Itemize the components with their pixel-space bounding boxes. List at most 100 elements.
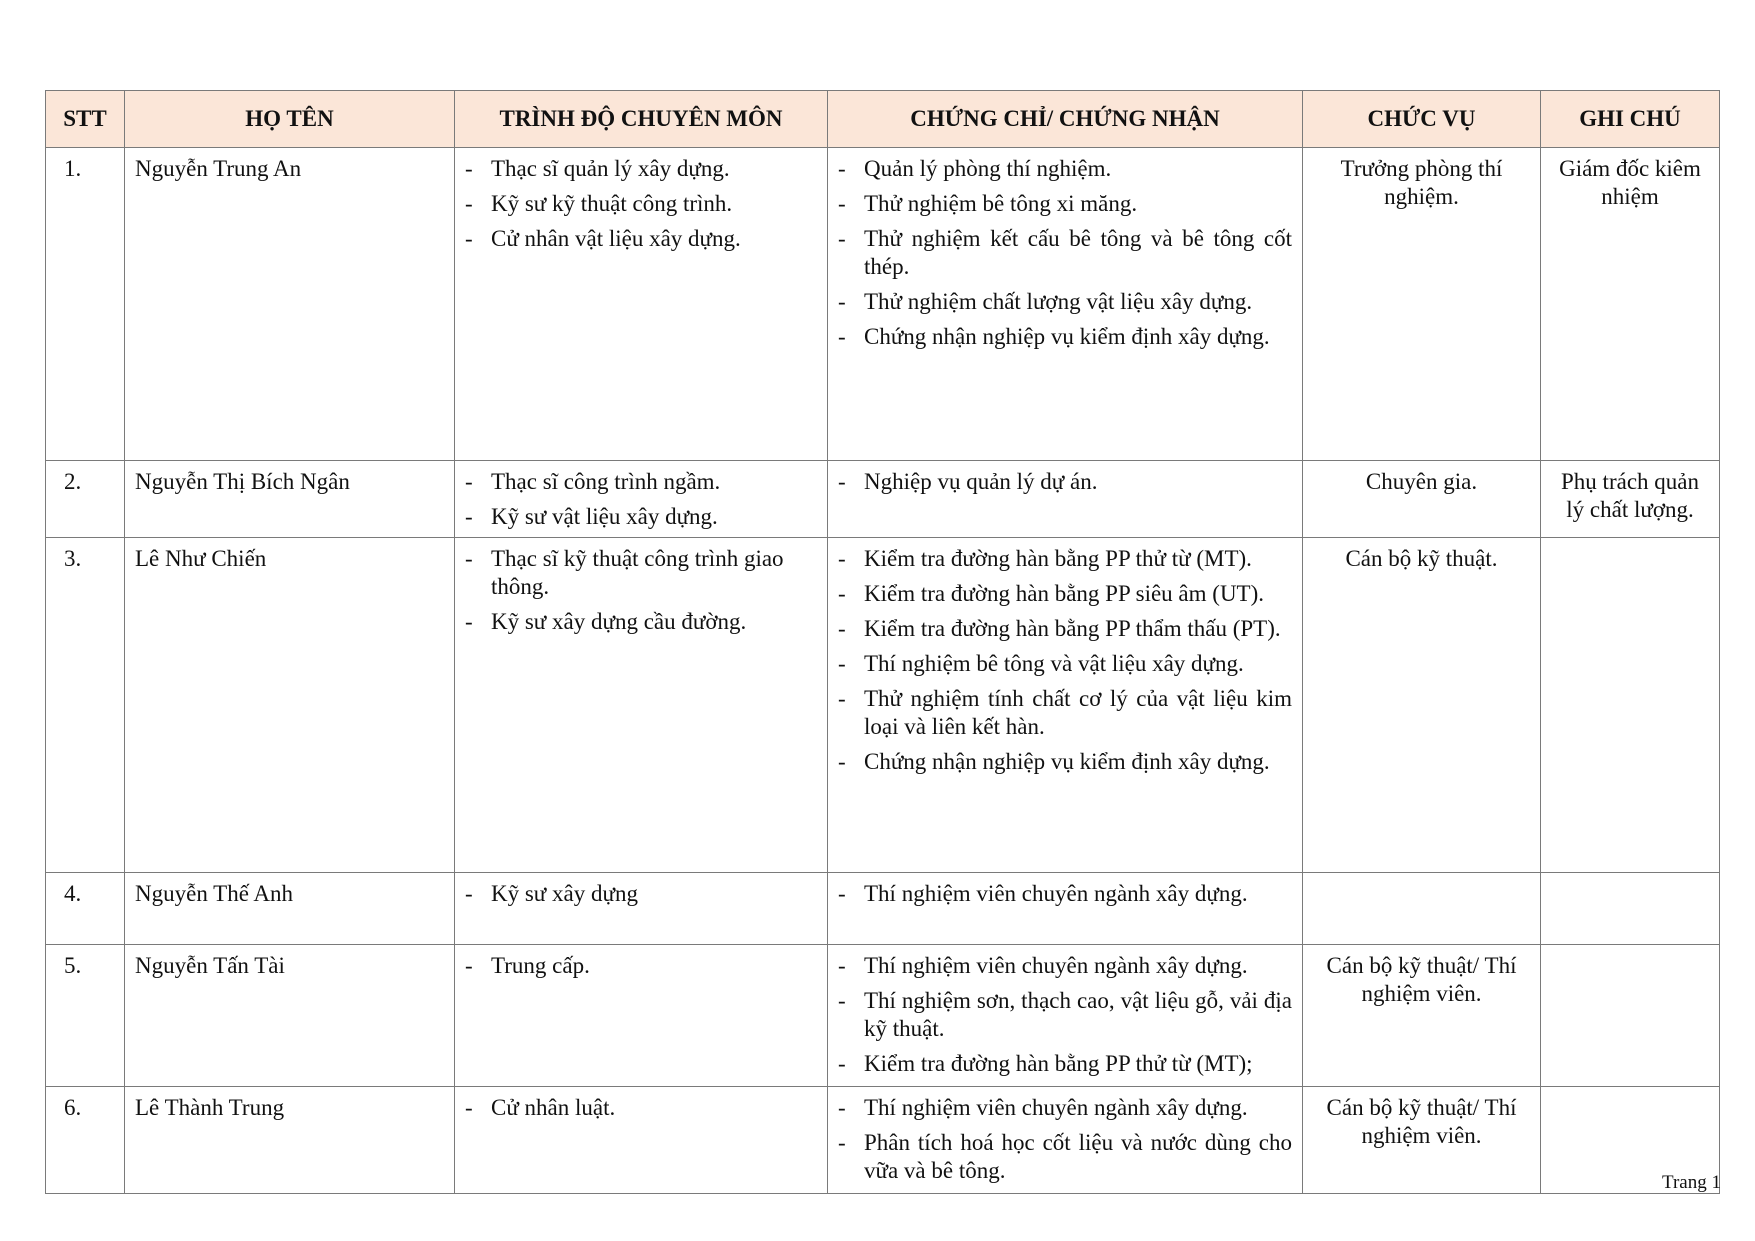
list-item-text: Trung cấp. — [491, 953, 590, 978]
certificates-cell: - Nghiệp vụ quản lý dự án. — [827, 460, 1303, 538]
list-item: - Thạc sĩ quản lý xây dựng. — [465, 155, 817, 183]
bullet-dash-icon: - — [465, 1095, 473, 1120]
cell-text: Lê Thành Trung — [135, 1095, 285, 1120]
bullet-dash-icon: - — [465, 609, 473, 634]
qualifications-cell: - Kỹ sư xây dựng — [454, 872, 828, 945]
cell-text: 5. — [64, 953, 82, 978]
list-item-text: Thử nghiệm kết cấu bê tông và bê tông cố… — [864, 226, 1292, 279]
list-item: - Chứng nhận nghiệp vụ kiểm định xây dựng… — [838, 323, 1292, 351]
qualifications-list: - Kỹ sư xây dựng — [465, 880, 817, 908]
list-item: - Trung cấp. — [465, 952, 817, 980]
name-cell: Nguyễn Tấn Tài — [124, 944, 455, 1087]
name-cell: Nguyễn Trung An — [124, 147, 455, 461]
stt-cell: 4. — [45, 872, 125, 945]
certificates-cell: - Thí nghiệm viên chuyên ngành xây dựng. — [827, 872, 1303, 945]
list-item-text: Thí nghiệm viên chuyên ngành xây dựng. — [864, 953, 1248, 978]
certificates-cell: - Quản lý phòng thí nghiệm. - Thử nghiệm bê… — [827, 147, 1303, 461]
bullet-dash-icon: - — [465, 504, 473, 529]
list-item-text: Kỹ sư xây dựng cầu đường. — [491, 609, 747, 634]
note-cell: Phụ trách quản lý chất lượng. — [1540, 460, 1720, 538]
list-item-text: Kỹ sư xây dựng — [491, 881, 638, 906]
bullet-dash-icon: - — [838, 749, 846, 774]
stt-cell: 6. — [45, 1086, 125, 1194]
bullet-dash-icon: - — [838, 1095, 846, 1120]
bullet-dash-icon: - — [838, 581, 846, 606]
note-cell — [1540, 944, 1720, 1087]
bullet-dash-icon: - — [838, 616, 846, 641]
cell-text: 6. — [64, 1095, 82, 1120]
certificates-cell: - Kiểm tra đường hàn bằng PP thử từ (MT).… — [827, 537, 1303, 873]
qualifications-cell: - Thạc sĩ kỹ thuật công trình giao thông.… — [454, 537, 828, 873]
name-cell: Nguyễn Thị Bích Ngân — [124, 460, 455, 538]
cell-text: Chuyên gia. — [1365, 469, 1478, 494]
header-qualifications: TRÌNH ĐỘ CHUYÊN MÔN — [454, 90, 828, 148]
cell-text: Cán bộ kỹ thuật/ Thí nghiệm viên. — [1326, 953, 1517, 1006]
cell-text: Nguyễn Trung An — [135, 156, 302, 181]
cell-text: Cán bộ kỹ thuật/ Thí nghiệm viên. — [1326, 1095, 1517, 1148]
cell-text: Trưởng phòng thí nghiệm. — [1340, 156, 1503, 209]
note-cell: Giám đốc kiêm nhiệm — [1540, 147, 1720, 461]
table-row: 1. Nguyễn Trung An - Thạc sĩ quản lý xây dự… — [45, 147, 1720, 461]
position-cell: Cán bộ kỹ thuật/ Thí nghiệm viên. — [1302, 944, 1541, 1087]
list-item: - Thạc sĩ kỹ thuật công trình giao thông. — [465, 545, 817, 601]
list-item-text: Thí nghiệm bê tông và vật liệu xây dựng. — [864, 651, 1244, 676]
bullet-dash-icon: - — [838, 881, 846, 906]
certificates-list: - Thí nghiệm viên chuyên ngành xây dựng. — [838, 880, 1292, 908]
qualifications-list: - Thạc sĩ kỹ thuật công trình giao thông.… — [465, 545, 817, 636]
table-row: 6. Lê Thành Trung - Cử nhân luật. - Thí nghiệ… — [45, 1086, 1720, 1194]
bullet-dash-icon: - — [838, 988, 846, 1013]
bullet-dash-icon: - — [838, 156, 846, 181]
stt-cell: 5. — [45, 944, 125, 1087]
bullet-dash-icon: - — [465, 881, 473, 906]
list-item: - Thạc sĩ công trình ngầm. — [465, 468, 817, 496]
list-item-text: Kiểm tra đường hàn bằng PP thử từ (MT). — [864, 546, 1252, 571]
cell-text: Nguyễn Thế Anh — [135, 881, 294, 906]
header-row: STT HỌ TÊN TRÌNH ĐỘ CHUYÊN MÔN CHỨNG CHỈ… — [45, 90, 1720, 148]
name-cell: Nguyễn Thế Anh — [124, 872, 455, 945]
list-item: - Thí nghiệm viên chuyên ngành xây dựng. — [838, 1094, 1292, 1122]
position-cell: Cán bộ kỹ thuật/ Thí nghiệm viên. — [1302, 1086, 1541, 1194]
list-item-text: Thử nghiệm bê tông xi măng. — [864, 191, 1138, 216]
cell-text: Nguyễn Thị Bích Ngân — [135, 469, 350, 494]
list-item: - Thí nghiệm viên chuyên ngành xây dựng. — [838, 880, 1292, 908]
bullet-dash-icon: - — [838, 191, 846, 216]
certificates-cell: - Thí nghiệm viên chuyên ngành xây dựng. -… — [827, 944, 1303, 1087]
bullet-dash-icon: - — [465, 953, 473, 978]
list-item-text: Thử nghiệm tính chất cơ lý của vật liệu … — [864, 686, 1292, 739]
position-cell: Cán bộ kỹ thuật. — [1302, 537, 1541, 873]
table-row: 4. Nguyễn Thế Anh - Kỹ sư xây dựng - Thí nghi… — [45, 872, 1720, 945]
certificates-list: - Nghiệp vụ quản lý dự án. — [838, 468, 1292, 496]
list-item: - Thử nghiệm bê tông xi măng. — [838, 190, 1292, 218]
list-item: - Chứng nhận nghiệp vụ kiểm định xây dựng… — [838, 748, 1292, 776]
qualifications-list: - Cử nhân luật. — [465, 1094, 817, 1122]
cell-text: Phụ trách quản lý chất lượng. — [1561, 469, 1699, 522]
bullet-dash-icon: - — [838, 1051, 846, 1076]
list-item-text: Kỹ sư kỹ thuật công trình. — [491, 191, 733, 216]
list-item-text: Nghiệp vụ quản lý dự án. — [864, 469, 1098, 494]
cell-text: 3. — [64, 546, 82, 571]
list-item-text: Cử nhân luật. — [491, 1095, 616, 1120]
list-item: - Kiểm tra đường hàn bằng PP thẩm thấu (P… — [838, 615, 1292, 643]
header-name: HỌ TÊN — [124, 90, 455, 148]
list-item-text: Cử nhân vật liệu xây dựng. — [491, 226, 741, 251]
list-item: - Thử nghiệm chất lượng vật liệu xây dựng… — [838, 288, 1292, 316]
list-item: - Thí nghiệm bê tông và vật liệu xây dựng… — [838, 650, 1292, 678]
header-stt: STT — [45, 90, 125, 148]
qualifications-list: - Thạc sĩ quản lý xây dựng. - Kỹ sư kỹ thuậ… — [465, 155, 817, 253]
bullet-dash-icon: - — [838, 1130, 846, 1155]
cell-text: Cán bộ kỹ thuật. — [1345, 546, 1498, 571]
table-row: 3. Lê Như Chiến - Thạc sĩ kỹ thuật công trì… — [45, 537, 1720, 873]
bullet-dash-icon: - — [838, 226, 846, 251]
name-cell: Lê Như Chiến — [124, 537, 455, 873]
list-item-text: Thạc sĩ công trình ngầm. — [491, 469, 721, 494]
certificates-list: - Kiểm tra đường hàn bằng PP thử từ (MT).… — [838, 545, 1292, 776]
list-item: - Phân tích hoá học cốt liệu và nước dùng… — [838, 1129, 1292, 1185]
bullet-dash-icon: - — [465, 226, 473, 251]
list-item: - Cử nhân luật. — [465, 1094, 817, 1122]
position-cell: Chuyên gia. — [1302, 460, 1541, 538]
bullet-dash-icon: - — [838, 953, 846, 978]
certificates-list: - Thí nghiệm viên chuyên ngành xây dựng. -… — [838, 1094, 1292, 1185]
list-item: - Kỹ sư xây dựng cầu đường. — [465, 608, 817, 636]
list-item-text: Kiểm tra đường hàn bằng PP thẩm thấu (PT… — [864, 616, 1281, 641]
bullet-dash-icon: - — [838, 651, 846, 676]
